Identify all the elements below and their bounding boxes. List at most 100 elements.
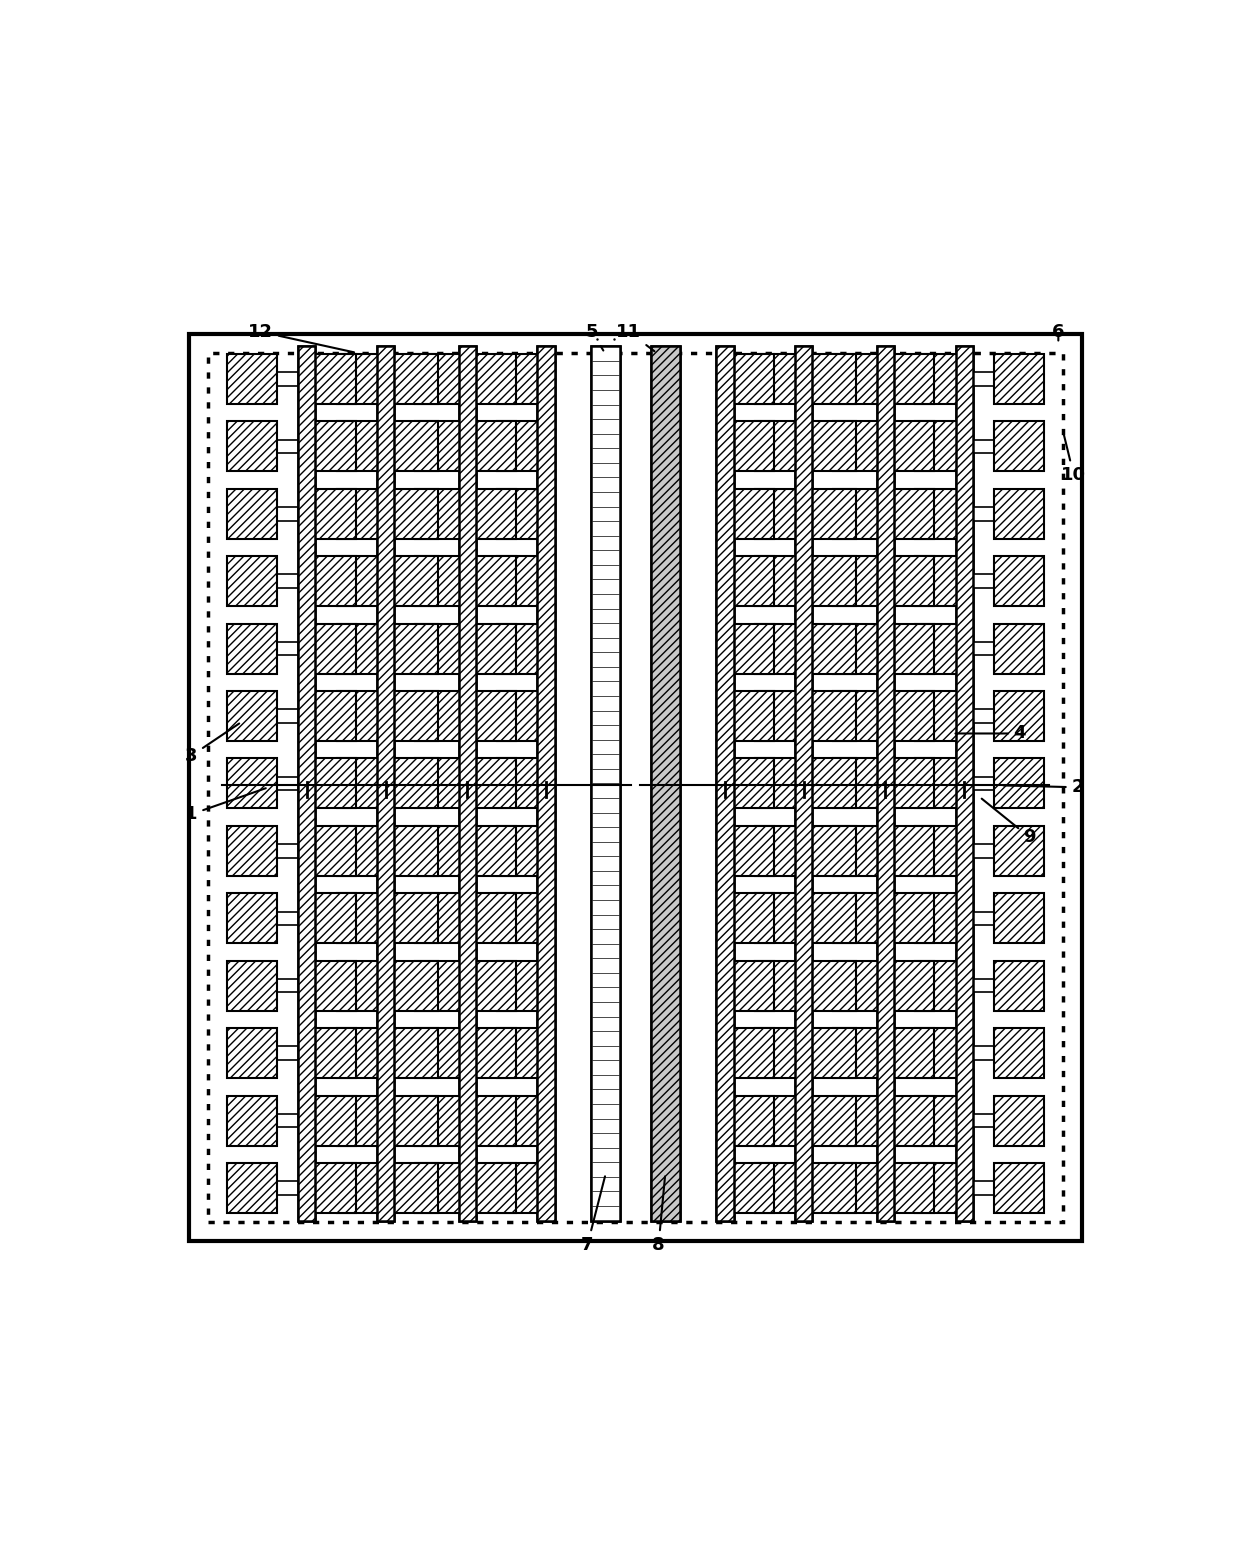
Bar: [497, 1027, 547, 1079]
Bar: [298, 346, 315, 1221]
Bar: [415, 490, 465, 539]
Bar: [894, 843, 915, 857]
Bar: [466, 826, 516, 876]
Bar: [894, 1113, 915, 1127]
Bar: [956, 346, 973, 1221]
Bar: [994, 893, 1044, 943]
Bar: [306, 421, 356, 471]
Bar: [894, 574, 915, 588]
Bar: [833, 893, 883, 943]
Bar: [466, 1096, 516, 1146]
Bar: [537, 346, 554, 1221]
Bar: [724, 490, 774, 539]
Text: 12: 12: [248, 323, 355, 352]
Bar: [394, 776, 415, 790]
Bar: [388, 624, 438, 673]
Bar: [388, 1163, 438, 1213]
Bar: [755, 960, 805, 1010]
Bar: [935, 574, 956, 588]
Bar: [877, 346, 894, 1221]
Bar: [755, 354, 805, 404]
Bar: [806, 826, 856, 876]
Bar: [356, 507, 377, 521]
Bar: [497, 759, 547, 809]
Bar: [806, 893, 856, 943]
Bar: [755, 1027, 805, 1079]
Bar: [315, 979, 336, 993]
Bar: [394, 373, 415, 385]
Bar: [717, 346, 734, 1221]
Bar: [806, 1027, 856, 1079]
Bar: [806, 490, 856, 539]
Bar: [466, 354, 516, 404]
Bar: [795, 346, 812, 1221]
Bar: [734, 912, 755, 924]
Bar: [277, 979, 298, 993]
Bar: [356, 642, 377, 655]
Bar: [438, 1182, 459, 1194]
Bar: [994, 490, 1044, 539]
Bar: [497, 624, 547, 673]
Bar: [806, 557, 856, 606]
Bar: [724, 421, 774, 471]
Bar: [994, 624, 1044, 673]
Bar: [277, 507, 298, 521]
Bar: [388, 354, 438, 404]
Bar: [884, 624, 935, 673]
Bar: [356, 776, 377, 790]
Bar: [935, 440, 956, 454]
Bar: [315, 507, 336, 521]
Bar: [497, 354, 547, 404]
Bar: [306, 557, 356, 606]
Bar: [497, 893, 547, 943]
Bar: [806, 691, 856, 741]
Bar: [356, 1182, 377, 1194]
Bar: [724, 624, 774, 673]
Bar: [812, 1046, 833, 1060]
Bar: [724, 691, 774, 741]
Bar: [227, 1096, 277, 1146]
Bar: [466, 490, 516, 539]
Bar: [774, 440, 795, 454]
Bar: [894, 642, 915, 655]
Bar: [935, 507, 956, 521]
Bar: [884, 354, 935, 404]
Bar: [973, 979, 994, 993]
Bar: [356, 373, 377, 385]
Bar: [973, 1113, 994, 1127]
Bar: [884, 421, 935, 471]
Bar: [476, 1182, 497, 1194]
Bar: [277, 912, 298, 924]
Bar: [415, 691, 465, 741]
Bar: [356, 1113, 377, 1127]
Bar: [935, 1046, 956, 1060]
Bar: [306, 691, 356, 741]
Bar: [415, 826, 465, 876]
Bar: [856, 1046, 877, 1060]
Bar: [315, 1113, 336, 1127]
Bar: [227, 490, 277, 539]
Bar: [812, 642, 833, 655]
Bar: [516, 1046, 537, 1060]
Bar: [356, 1046, 377, 1060]
Bar: [935, 1113, 956, 1127]
Bar: [356, 979, 377, 993]
Bar: [336, 826, 387, 876]
Bar: [336, 691, 387, 741]
Bar: [277, 574, 298, 588]
Bar: [497, 1096, 547, 1146]
Bar: [227, 1027, 277, 1079]
Bar: [833, 490, 883, 539]
Bar: [227, 354, 277, 404]
Bar: [915, 759, 965, 809]
Bar: [994, 826, 1044, 876]
Bar: [466, 960, 516, 1010]
Bar: [724, 1163, 774, 1213]
Bar: [336, 1096, 387, 1146]
Bar: [973, 507, 994, 521]
Bar: [724, 893, 774, 943]
Bar: [755, 490, 805, 539]
Bar: [516, 979, 537, 993]
Bar: [734, 642, 755, 655]
Bar: [774, 1113, 795, 1127]
